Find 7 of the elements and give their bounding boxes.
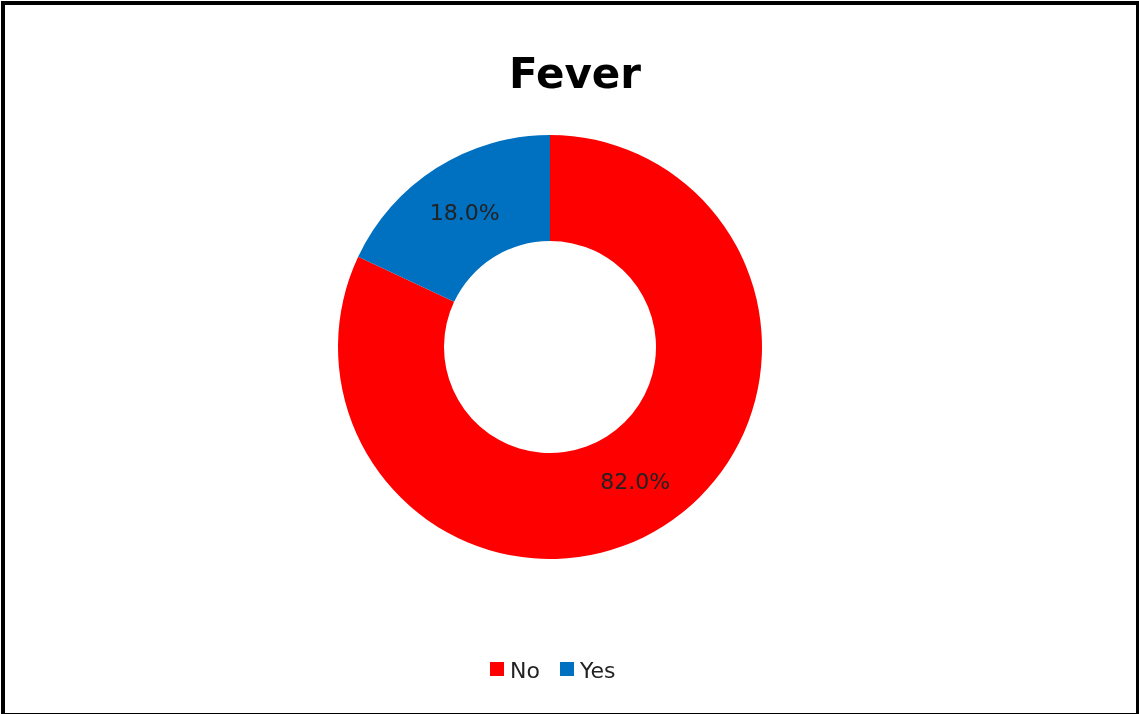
data-label: 82.0% [600,468,671,494]
data-label: 18.0% [429,200,500,226]
donut-slice [358,135,550,302]
chart-title: Fever [508,49,642,98]
legend-label: No [510,657,540,683]
legend-label: Yes [579,657,616,683]
donut-slice [338,135,762,559]
